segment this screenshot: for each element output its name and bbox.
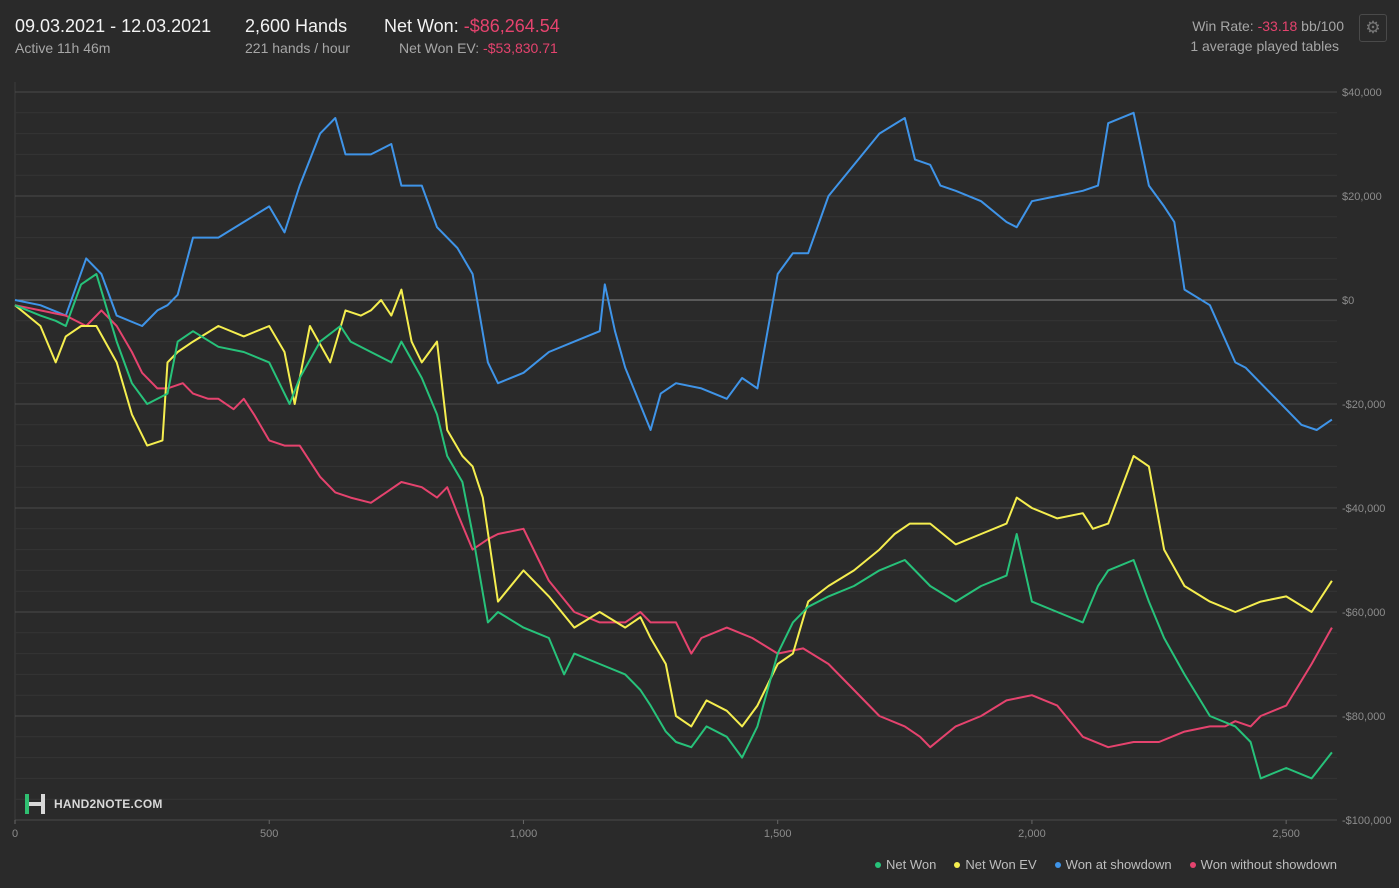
y-tick-label: -$60,000 [1342,607,1385,619]
net-won-ev-label: Net Won EV: [399,40,480,56]
legend-label: Net Won EV [965,857,1037,872]
legend-swatch [1189,861,1196,868]
h2n-logo-icon [25,794,45,814]
x-tick-label: 0 [12,828,18,840]
chart-legend: Net Won Net Won EV Won at showdown Won w… [875,857,1337,872]
win-rate-label: Win Rate: [1192,18,1254,34]
legend-won-without-showdown[interactable]: Won without showdown [1189,857,1337,872]
series-line-won-without-showdown [14,304,1333,749]
brand-text: HAND2NOTE.COM [54,797,163,811]
date-range: 09.03.2021 - 12.03.2021 [15,16,212,36]
x-tick-label: 500 [260,828,278,840]
net-won-value: -$86,264.54 [463,16,560,36]
legend-label: Won without showdown [1200,857,1337,872]
series-line-won-at-showdown [14,111,1333,431]
active-time: Active 11h 46m [15,40,111,56]
series-line-net-won-ev [14,288,1333,728]
x-tick-label: 2,000 [1018,828,1046,840]
legend-label: Won at showdown [1065,857,1172,872]
win-rate: Win Rate: -33.18 bb/100 [1192,18,1344,34]
y-tick-label: $0 [1342,295,1354,307]
tables-count: 1 average played tables [1190,38,1339,54]
legend-swatch [875,861,882,868]
net-won: Net Won: -$86,264.54 [384,16,560,37]
net-won-label: Net Won: [384,16,459,36]
legend-net-won-ev[interactable]: Net Won EV [954,857,1037,872]
y-tick-label: $20,000 [1342,191,1382,203]
series-line-net-won [14,273,1333,780]
win-rate-value: -33.18 [1257,18,1298,34]
x-tick-label: 1,000 [510,828,538,840]
y-axis: $40,000 $20,000 $0 -$20,000 -$40,000 -$60,000… [1342,87,1392,827]
chart-series [14,111,1333,780]
y-tick-label: -$20,000 [1342,399,1385,411]
y-tick-label: $40,000 [1342,87,1382,99]
y-tick-label: -$40,000 [1342,503,1385,515]
legend-label: Net Won [886,857,937,872]
x-tick-label: 2,500 [1272,828,1300,840]
hands-count: 2,600 Hands [245,16,348,36]
chart-grid [14,82,1337,821]
legend-swatch [1054,861,1061,868]
profit-graph: $40,000 $20,000 $0 -$20,000 -$40,000 -$60,000… [12,82,1392,840]
brand-logo: HAND2NOTE.COM [24,793,163,815]
legend-won-at-showdown[interactable]: Won at showdown [1054,857,1172,872]
x-axis: 0 500 1,000 1,500 2,000 2,500 [12,820,1300,840]
x-tick-label: 1,500 [764,828,792,840]
win-rate-unit: bb/100 [1301,18,1344,34]
summary-header: 09.03.2021 - 12.03.2021 Active 11h 46m 2… [0,0,1399,70]
net-won-ev: Net Won EV: -$53,830.71 [399,40,558,56]
net-won-ev-value: -$53,830.71 [483,40,558,56]
gear-icon[interactable]: ⚙ [1359,14,1387,42]
y-tick-label: -$80,000 [1342,711,1385,723]
hands-per-hour: 221 hands / hour [245,40,351,56]
legend-net-won[interactable]: Net Won [875,857,936,872]
legend-swatch [954,861,961,868]
y-tick-label: -$100,000 [1342,815,1392,827]
